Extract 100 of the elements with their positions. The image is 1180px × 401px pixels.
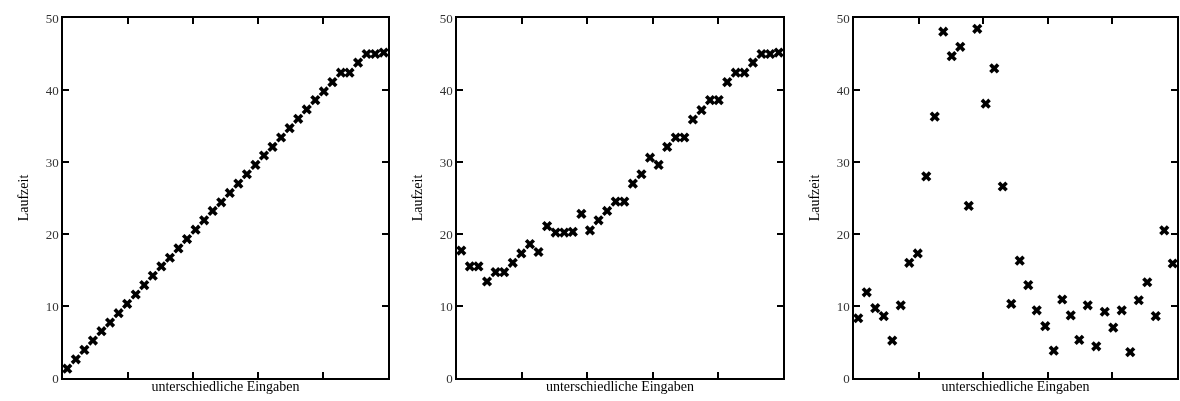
point xyxy=(490,267,501,278)
point xyxy=(524,238,536,250)
point xyxy=(258,150,270,161)
y-tick-label: 10 xyxy=(836,298,850,314)
x-axis-title: unterschiedliche Eingaben xyxy=(151,378,300,394)
point xyxy=(378,47,389,58)
y-tick-label: 20 xyxy=(439,226,453,242)
point xyxy=(344,67,355,78)
point xyxy=(156,261,167,272)
point xyxy=(730,67,741,78)
point xyxy=(267,141,278,152)
point xyxy=(1108,322,1119,333)
point xyxy=(370,48,381,60)
point xyxy=(190,224,201,235)
point xyxy=(653,159,664,170)
point xyxy=(1014,255,1025,266)
point xyxy=(1006,298,1017,309)
y-tick-label: 30 xyxy=(439,154,453,170)
point xyxy=(181,233,193,245)
point xyxy=(516,248,527,259)
point xyxy=(722,76,733,88)
point xyxy=(887,335,898,346)
point xyxy=(1150,310,1161,322)
point xyxy=(584,225,596,236)
point xyxy=(361,48,372,60)
point xyxy=(870,303,881,314)
x-axis-title: unterschiedliche Eingaben xyxy=(545,378,695,394)
point xyxy=(96,326,107,337)
point xyxy=(576,208,587,219)
point xyxy=(644,152,656,163)
y-tick-label: 40 xyxy=(45,82,59,98)
point xyxy=(62,363,73,374)
point xyxy=(1057,294,1068,305)
point xyxy=(87,335,99,346)
point xyxy=(499,267,510,278)
point xyxy=(602,205,613,217)
y-tick-label: 30 xyxy=(836,154,850,170)
point xyxy=(1082,300,1093,311)
y-tick-label: 50 xyxy=(836,10,850,26)
point xyxy=(147,270,158,281)
point xyxy=(1074,334,1085,345)
y-tick-label: 0 xyxy=(843,370,850,386)
point xyxy=(704,94,716,106)
point xyxy=(241,169,252,180)
y-tick-label: 50 xyxy=(439,10,453,26)
point xyxy=(559,227,570,238)
point xyxy=(113,308,124,319)
point xyxy=(662,141,673,152)
y-tick-label: 10 xyxy=(439,298,453,314)
point xyxy=(747,57,759,68)
point xyxy=(955,41,966,52)
point xyxy=(173,243,184,254)
point xyxy=(301,104,312,115)
point xyxy=(853,313,864,324)
y-tick-label: 30 xyxy=(45,154,59,170)
point xyxy=(696,105,707,116)
point xyxy=(352,57,364,68)
point xyxy=(980,98,991,109)
point xyxy=(541,220,553,232)
point xyxy=(275,132,287,143)
point xyxy=(670,132,681,143)
point xyxy=(929,111,940,122)
point xyxy=(1116,305,1127,316)
point xyxy=(997,181,1008,192)
y-tick-label: 50 xyxy=(45,10,59,26)
point xyxy=(636,169,647,180)
point xyxy=(318,86,329,97)
point xyxy=(199,215,210,226)
y-axis-title: Laufzeit xyxy=(806,174,822,222)
point xyxy=(1091,341,1102,352)
point xyxy=(1099,306,1110,317)
point xyxy=(224,187,235,199)
point xyxy=(619,196,630,207)
point xyxy=(1167,258,1178,269)
point xyxy=(70,354,81,365)
point xyxy=(567,226,578,237)
point xyxy=(1031,305,1042,316)
point xyxy=(233,178,244,189)
point xyxy=(464,261,475,272)
y-tick-label: 0 xyxy=(446,370,453,386)
point xyxy=(122,298,133,309)
point xyxy=(861,287,872,298)
point xyxy=(989,63,1000,74)
point xyxy=(946,51,957,62)
point xyxy=(104,317,116,328)
y-tick-label: 40 xyxy=(836,82,850,98)
y-axis-title: Laufzeit xyxy=(409,174,425,222)
point xyxy=(335,67,347,78)
point xyxy=(327,76,338,88)
y-tick-label: 40 xyxy=(439,82,453,98)
point xyxy=(1159,225,1170,236)
y-tick-label: 20 xyxy=(836,226,850,242)
point xyxy=(1048,345,1059,356)
point xyxy=(765,48,776,60)
point xyxy=(1133,295,1144,306)
y-tick-label: 20 xyxy=(45,226,59,242)
point xyxy=(79,344,90,356)
point xyxy=(739,67,750,78)
point xyxy=(1040,321,1051,332)
point xyxy=(284,123,295,134)
